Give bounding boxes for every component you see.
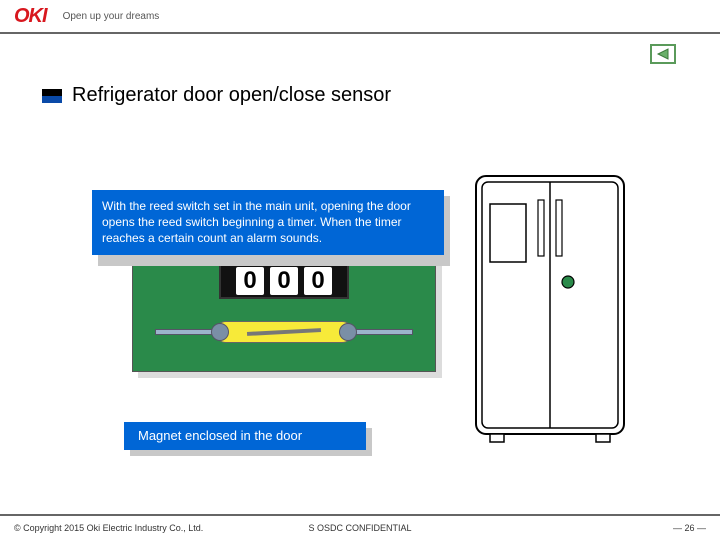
reed-switch-diagram bbox=[155, 311, 413, 353]
content-area: With the reed switch set in the main uni… bbox=[78, 170, 640, 480]
tagline: Open up your dreams bbox=[63, 11, 160, 22]
description-callout: With the reed switch set in the main uni… bbox=[92, 190, 444, 255]
counter-digit: 0 bbox=[270, 267, 298, 295]
back-button[interactable] bbox=[650, 44, 676, 64]
counter-digit: 0 bbox=[236, 267, 264, 295]
fridge-icon bbox=[470, 164, 630, 444]
oki-logo: OKI bbox=[14, 5, 47, 28]
reed-wire-left bbox=[155, 329, 219, 335]
refrigerator-diagram bbox=[470, 164, 630, 444]
counter-display: 0 0 0 bbox=[219, 263, 349, 299]
page-number: ― 26 ― bbox=[673, 523, 706, 533]
header: OKI Open up your dreams bbox=[0, 0, 720, 34]
title-row: Refrigerator door open/close sensor bbox=[42, 84, 720, 107]
copyright-text: © Copyright 2015 Oki Electric Industry C… bbox=[14, 523, 203, 533]
counter-digit: 0 bbox=[304, 267, 332, 295]
reed-cap-right bbox=[339, 323, 357, 341]
title-bullet-icon bbox=[42, 89, 62, 103]
reed-cap-left bbox=[211, 323, 229, 341]
sensor-panel: 0 0 0 bbox=[132, 252, 436, 372]
footer: © Copyright 2015 Oki Electric Industry C… bbox=[0, 514, 720, 540]
confidential-text: S OSDC CONFIDENTIAL bbox=[308, 523, 411, 533]
reed-wire-right bbox=[349, 329, 413, 335]
triangle-left-icon bbox=[656, 48, 670, 60]
magnet-callout: Magnet enclosed in the door bbox=[124, 422, 366, 450]
page-title: Refrigerator door open/close sensor bbox=[72, 84, 391, 107]
